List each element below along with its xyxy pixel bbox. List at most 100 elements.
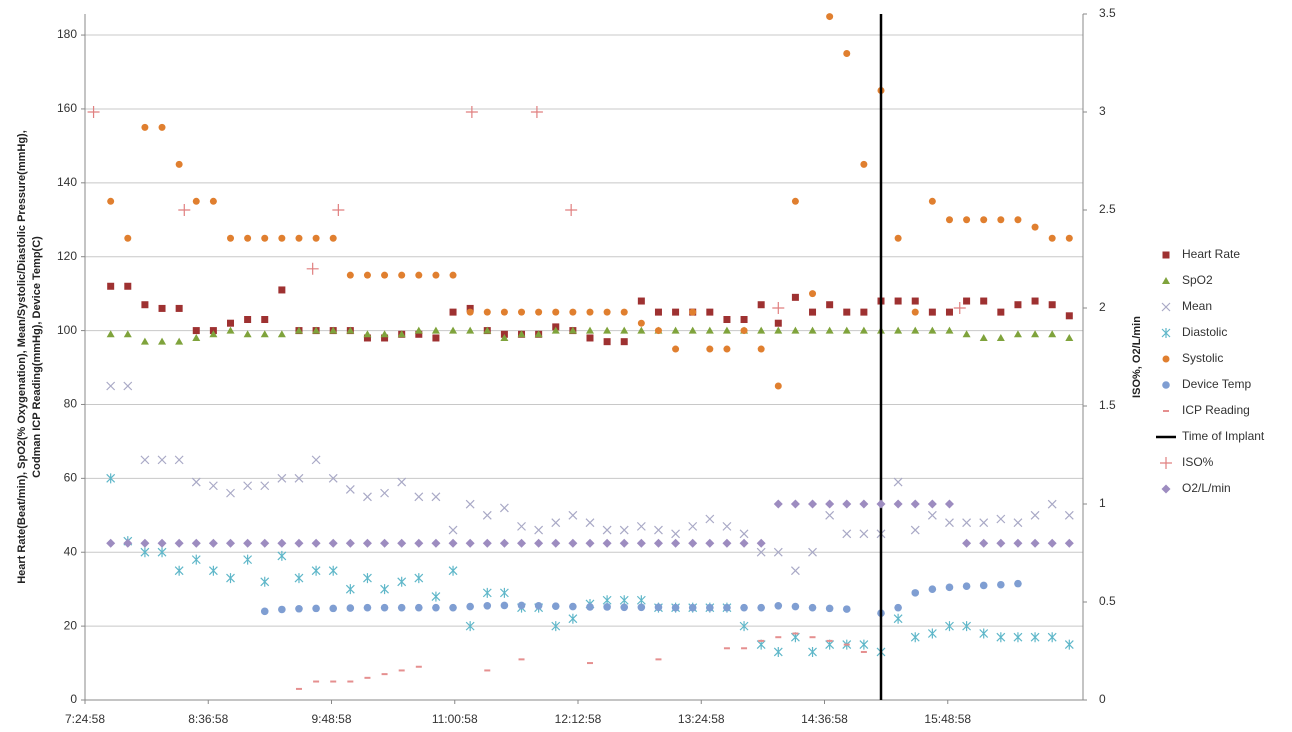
point — [380, 603, 389, 612]
point — [499, 538, 509, 548]
point — [414, 573, 424, 584]
x-tick-label: 8:36:58 — [188, 712, 228, 726]
point — [756, 547, 766, 557]
point — [381, 271, 389, 279]
legend-marker — [1160, 457, 1172, 469]
y2-tick-label: 1 — [1099, 496, 1106, 510]
point — [140, 455, 150, 465]
point — [312, 234, 320, 242]
point — [772, 302, 785, 314]
point — [141, 301, 149, 309]
point — [927, 628, 937, 639]
point — [175, 160, 183, 168]
point — [620, 326, 629, 334]
point — [209, 330, 218, 338]
point — [706, 345, 714, 353]
y-tick-label: 140 — [57, 175, 77, 189]
point — [791, 326, 800, 334]
point — [517, 521, 526, 531]
point — [551, 538, 561, 548]
y2-tick-label: 2 — [1099, 300, 1106, 314]
point — [243, 481, 253, 491]
point — [466, 308, 474, 316]
point — [1048, 234, 1056, 242]
y2-tick-label: 3.5 — [1099, 6, 1116, 20]
point — [1064, 639, 1074, 650]
point — [466, 304, 474, 312]
point — [192, 327, 200, 335]
point — [448, 565, 458, 576]
point — [671, 529, 681, 539]
x-tick-label: 11:00:58 — [432, 712, 478, 726]
point — [876, 499, 886, 509]
y-axis-title: Codman ICP Reading(mmHg), Device Temp(C) — [31, 236, 43, 478]
point — [740, 316, 748, 324]
point — [739, 621, 749, 632]
point — [226, 538, 236, 548]
point — [980, 216, 988, 224]
point — [534, 330, 543, 338]
point — [295, 234, 303, 242]
legend-marker — [1162, 277, 1170, 284]
point — [260, 481, 270, 491]
point — [689, 308, 697, 316]
point — [363, 271, 371, 279]
point — [244, 316, 252, 324]
point — [825, 604, 834, 613]
point — [431, 538, 441, 548]
point — [963, 216, 971, 224]
point — [1014, 301, 1022, 309]
y-tick-label: 60 — [64, 471, 78, 485]
point — [602, 538, 612, 548]
point — [294, 473, 304, 483]
legend-marker — [1162, 381, 1170, 389]
point — [1047, 538, 1057, 548]
point — [910, 499, 920, 509]
y2-tick-label: 2.5 — [1099, 202, 1116, 216]
point — [911, 308, 919, 316]
point — [722, 326, 731, 334]
point — [363, 334, 371, 342]
point — [106, 473, 116, 484]
point — [944, 499, 954, 509]
point — [842, 499, 852, 509]
point — [911, 589, 920, 597]
point — [517, 601, 526, 610]
point — [346, 326, 355, 334]
point — [1013, 518, 1023, 528]
point — [312, 326, 321, 334]
point — [859, 326, 868, 334]
point — [953, 302, 966, 314]
point — [106, 330, 115, 338]
point — [499, 503, 509, 513]
point — [106, 538, 116, 548]
point — [534, 538, 544, 548]
point — [568, 510, 578, 520]
point — [1065, 333, 1074, 341]
point — [363, 603, 372, 612]
point — [483, 308, 491, 316]
point — [620, 603, 629, 612]
point — [842, 529, 852, 539]
point — [774, 326, 783, 334]
y-tick-label: 180 — [57, 27, 77, 41]
point — [962, 518, 972, 528]
point — [158, 337, 167, 345]
point — [757, 345, 765, 353]
point — [637, 319, 645, 327]
point — [87, 106, 100, 118]
point — [1048, 301, 1056, 309]
point — [996, 514, 1006, 524]
point — [431, 591, 441, 602]
point — [620, 308, 628, 316]
point — [706, 603, 714, 612]
y-tick-label: 20 — [64, 618, 78, 632]
point — [945, 621, 954, 632]
point — [380, 538, 390, 548]
point — [380, 330, 389, 338]
x-tick-label: 14:36:58 — [801, 712, 848, 726]
point — [345, 485, 355, 494]
point — [517, 538, 527, 548]
point — [329, 326, 338, 334]
legend-marker — [1162, 355, 1170, 363]
